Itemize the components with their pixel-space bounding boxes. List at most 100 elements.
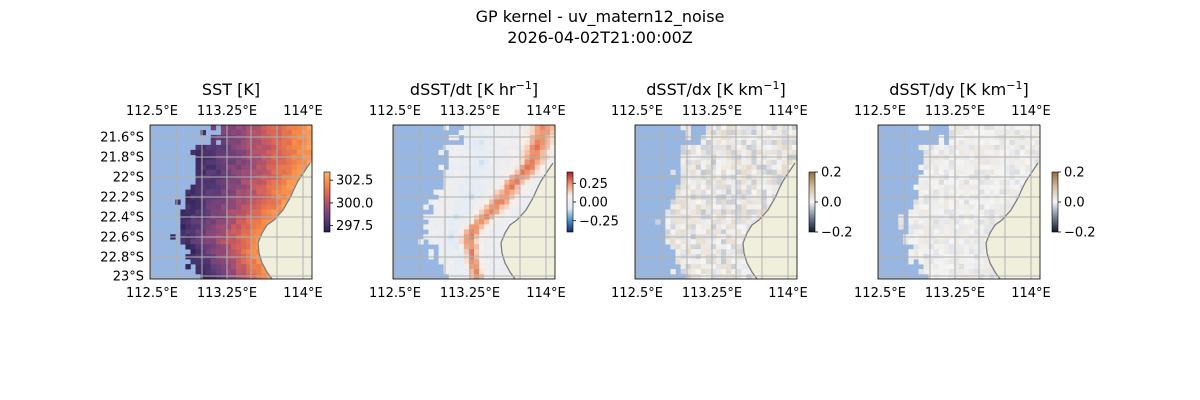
data-cell: [463, 204, 470, 210]
data-cell: [236, 189, 242, 195]
data-cell: [514, 179, 520, 185]
data-cell: [984, 209, 990, 215]
data-cell: [675, 249, 681, 255]
data-cell: [685, 259, 691, 265]
data-cell: [974, 264, 980, 270]
data-cell: [210, 209, 217, 215]
data-cell: [670, 219, 676, 225]
data-cell: [974, 189, 980, 195]
data-cell: [685, 244, 691, 250]
data-cell: [979, 224, 985, 230]
data-cell: [938, 164, 945, 171]
data-cell: [504, 184, 510, 190]
data-cell: [494, 264, 500, 270]
data-cell: [524, 144, 530, 151]
data-cell: [731, 204, 737, 210]
data-cell: [509, 179, 515, 185]
data-cell: [468, 259, 475, 265]
data-cell: [306, 129, 313, 136]
data-cell: [474, 159, 480, 166]
data-cell: [1034, 125, 1041, 131]
data-cell: [756, 125, 762, 131]
data-cell: [468, 159, 475, 166]
data-cell: [675, 259, 681, 265]
data-cell: [933, 199, 940, 205]
data-cell: [519, 129, 525, 136]
data-cell: [974, 199, 980, 205]
data-cell: [448, 239, 455, 245]
data-cell: [923, 144, 929, 151]
data-cell: [438, 224, 444, 230]
data-cell: [453, 259, 460, 265]
data-cell: [994, 129, 1000, 136]
data-cell: [984, 159, 990, 166]
data-cell: [499, 274, 505, 280]
data-cell: [1029, 129, 1036, 136]
data-cell: [256, 264, 262, 270]
data-cell: [953, 149, 960, 156]
data-cell: [705, 264, 712, 270]
data-cell: [286, 159, 293, 166]
data-cell: [908, 229, 914, 235]
data-cell: [468, 189, 475, 195]
data-cell: [731, 184, 737, 190]
data-cell: [948, 229, 955, 235]
data-cell: [529, 179, 536, 185]
data-cell: [938, 209, 945, 215]
data-cell: [974, 179, 980, 185]
data-cell: [499, 149, 505, 156]
data-cell: [716, 149, 722, 156]
data-cell: [514, 169, 520, 175]
data-cell: [246, 129, 252, 136]
data-cell: [913, 224, 919, 230]
data-cell: [731, 229, 737, 235]
panel-title-bracket: ]: [1022, 80, 1028, 99]
data-cell: [710, 204, 717, 210]
data-cell: [928, 239, 934, 245]
data-cell: [741, 144, 747, 151]
data-cell: [690, 224, 697, 230]
colorbar-tick-label: 302.5: [336, 174, 373, 189]
data-cell: [433, 229, 439, 235]
data-cell: [685, 219, 691, 225]
data-cell: [281, 184, 287, 190]
data-cell: [665, 219, 671, 225]
data-cell: [710, 134, 717, 141]
data-cell: [685, 144, 691, 151]
data-cell: [685, 224, 691, 230]
data-cell: [741, 219, 747, 225]
data-cell: [271, 189, 277, 195]
data-cell: [231, 209, 237, 215]
data-cell: [225, 139, 232, 146]
data-cell: [700, 249, 707, 255]
data-cell: [220, 274, 227, 280]
data-cell: [1024, 125, 1031, 131]
data-cell: [695, 184, 702, 190]
data-cell: [984, 184, 990, 190]
data-cell: [266, 209, 272, 215]
data-cell: [489, 134, 495, 141]
data-cell: [670, 269, 676, 275]
data-cell: [726, 249, 732, 255]
data-cell: [271, 204, 277, 210]
data-cell: [974, 229, 980, 235]
data-cell: [468, 239, 475, 245]
data-cell: [716, 129, 722, 136]
data-cell: [236, 249, 242, 255]
data-cell: [736, 204, 742, 210]
data-cell: [726, 144, 732, 151]
data-cell: [256, 179, 262, 185]
data-cell: [524, 159, 530, 166]
data-cell: [504, 219, 510, 225]
data-cell: [479, 179, 485, 185]
data-cell: [220, 144, 227, 151]
data-cell: [938, 219, 945, 225]
data-cell: [549, 159, 556, 166]
data-cell: [251, 189, 257, 195]
data-cell: [276, 164, 282, 171]
data-cell: [984, 189, 990, 195]
data-cell: [231, 199, 237, 205]
data-cell: [190, 204, 196, 210]
data-cell: [534, 179, 541, 185]
data-cell: [746, 159, 752, 166]
